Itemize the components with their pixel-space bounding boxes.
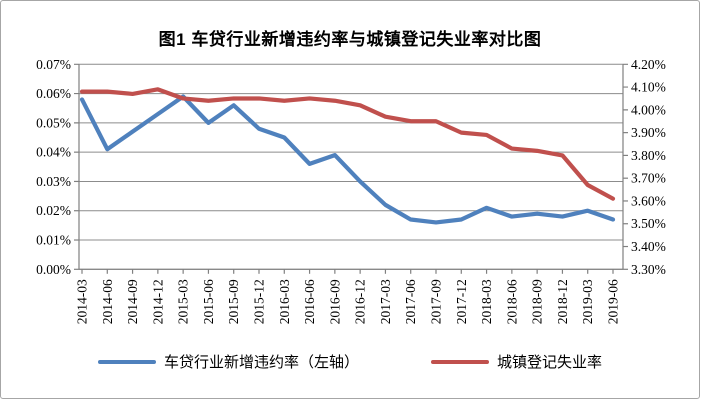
- right-axis-tick-label: 4.10%: [631, 80, 666, 95]
- legend: 车贷行业新增违约率（左轴） 城镇登记失业率: [1, 351, 699, 372]
- x-axis-tick-label: 2014-09: [125, 279, 140, 324]
- x-axis-tick-label: 2014-12: [150, 279, 165, 324]
- left-axis-tick-label: 0.01%: [36, 233, 71, 248]
- x-axis-tick-label: 2017-12: [454, 279, 469, 324]
- x-axis-tick-label: 2015-09: [226, 279, 241, 324]
- right-axis-tick-label: 3.40%: [631, 239, 666, 254]
- right-axis-tick-label: 3.50%: [631, 216, 666, 231]
- left-axis-tick-label: 0.00%: [36, 262, 71, 277]
- x-axis-tick-label: 2014-06: [100, 279, 115, 324]
- series-line-1: [79, 87, 616, 201]
- x-axis-tick-label: 2016-12: [353, 279, 368, 324]
- x-axis-tick-label: 2015-03: [176, 279, 191, 324]
- left-axis-tick-label: 0.06%: [36, 86, 71, 101]
- right-axis-tick-label: 3.90%: [631, 125, 666, 140]
- right-axis-tick-label: 3.70%: [631, 171, 666, 186]
- left-axis-tick-label: 0.04%: [36, 145, 71, 160]
- chart-title: 图1 车贷行业新增违约率与城镇登记失业率对比图: [158, 30, 542, 49]
- left-axis-tick-label: 0.05%: [36, 115, 71, 130]
- x-axis-tick-label: 2017-06: [403, 279, 418, 324]
- left-axis-tick-label: 0.07%: [36, 57, 71, 72]
- left-axis-tick-label: 0.02%: [36, 203, 71, 218]
- x-axis-tick-label: 2018-12: [555, 279, 570, 324]
- legend-label: 车贷行业新增违约率（左轴）: [163, 355, 359, 371]
- x-axis-tick-label: 2019-06: [606, 279, 621, 324]
- x-axis-tick-label: 2015-06: [201, 279, 216, 324]
- x-axis-tick-label: 2018-09: [530, 279, 545, 324]
- left-axis-tick-label: 0.03%: [36, 174, 71, 189]
- x-axis-tick-label: 2016-09: [327, 279, 342, 324]
- x-axis-tick-label: 2015-12: [252, 279, 267, 324]
- legend-item-0: 车贷行业新增违约率（左轴）: [97, 351, 359, 372]
- right-axis-tick-label: 3.30%: [631, 262, 666, 277]
- legend-item-1: 城镇登记失业率: [431, 351, 602, 372]
- right-axis-tick-label: 4.00%: [631, 102, 666, 117]
- x-axis-tick-label: 2018-03: [479, 279, 494, 324]
- series-line-0: [79, 94, 616, 225]
- legend-line-swatch: [431, 359, 489, 364]
- x-axis-tick-label: 2017-09: [429, 279, 444, 324]
- legend-label: 城镇登记失业率: [497, 355, 603, 371]
- x-axis-tick-label: 2019-03: [580, 279, 595, 324]
- x-axis-tick-label: 2016-03: [277, 279, 292, 324]
- right-axis-tick-label: 4.20%: [631, 57, 666, 72]
- x-axis-tick-label: 2018-06: [504, 279, 519, 324]
- legend-line-swatch: [97, 359, 156, 364]
- x-axis-tick-label: 2016-06: [302, 279, 317, 324]
- x-axis-tick-label: 2014-03: [75, 279, 90, 324]
- right-axis-tick-label: 3.80%: [631, 148, 666, 163]
- right-axis-tick-label: 3.60%: [631, 193, 666, 208]
- x-axis-tick-label: 2017-03: [378, 279, 393, 324]
